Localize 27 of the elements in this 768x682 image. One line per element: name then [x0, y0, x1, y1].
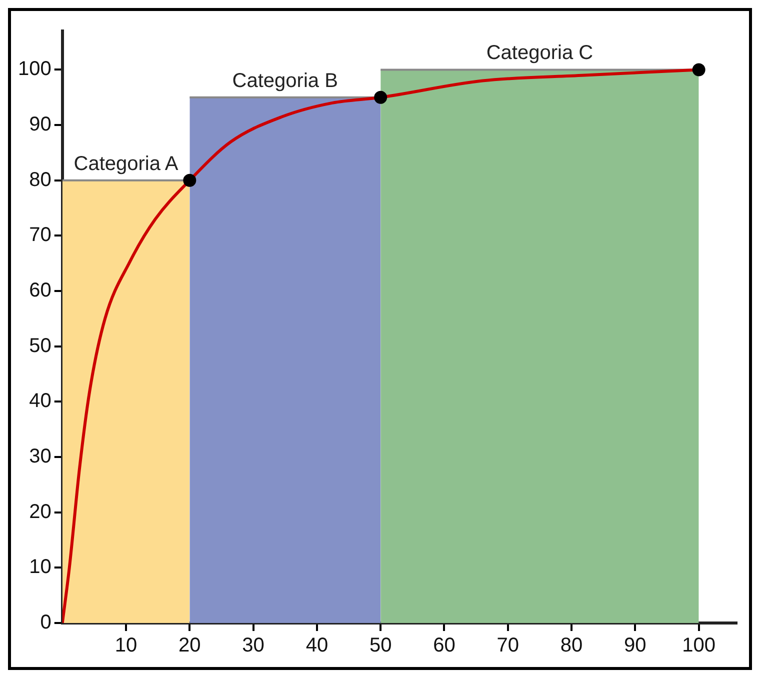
y-tick-label: 20 [29, 500, 52, 523]
x-tick-label: 60 [433, 634, 456, 657]
x-tick-label: 100 [682, 634, 716, 657]
x-tick-label: 30 [242, 634, 264, 657]
y-tick-label: 100 [18, 58, 52, 80]
y-tick-label: 90 [29, 114, 52, 136]
y-tick-label: 50 [29, 334, 52, 357]
x-tick-label: 80 [560, 634, 583, 657]
point [183, 174, 196, 187]
x-tick-label: 90 [624, 634, 646, 657]
x-tick-label: 50 [369, 634, 392, 657]
x-tick-label: 70 [496, 634, 520, 657]
y-tick-label: 60 [29, 280, 52, 302]
annotation: Categoria A [74, 152, 179, 175]
x-tick-label: 40 [306, 634, 328, 657]
annotation: Categoria B [232, 70, 338, 92]
point [374, 90, 388, 104]
y-tick-label: 0 [40, 612, 52, 634]
y-tick-label: 10 [29, 556, 52, 578]
x-tick-label: 20 [178, 634, 201, 657]
y-tick-label: 40 [29, 390, 52, 412]
y-tick-label: 70 [29, 224, 52, 246]
x-tick-label: 10 [114, 634, 138, 657]
annotation: Categoria C [486, 42, 594, 64]
point [692, 63, 706, 76]
y-tick-label: 80 [29, 168, 52, 191]
y-tick-label: 30 [29, 446, 52, 468]
